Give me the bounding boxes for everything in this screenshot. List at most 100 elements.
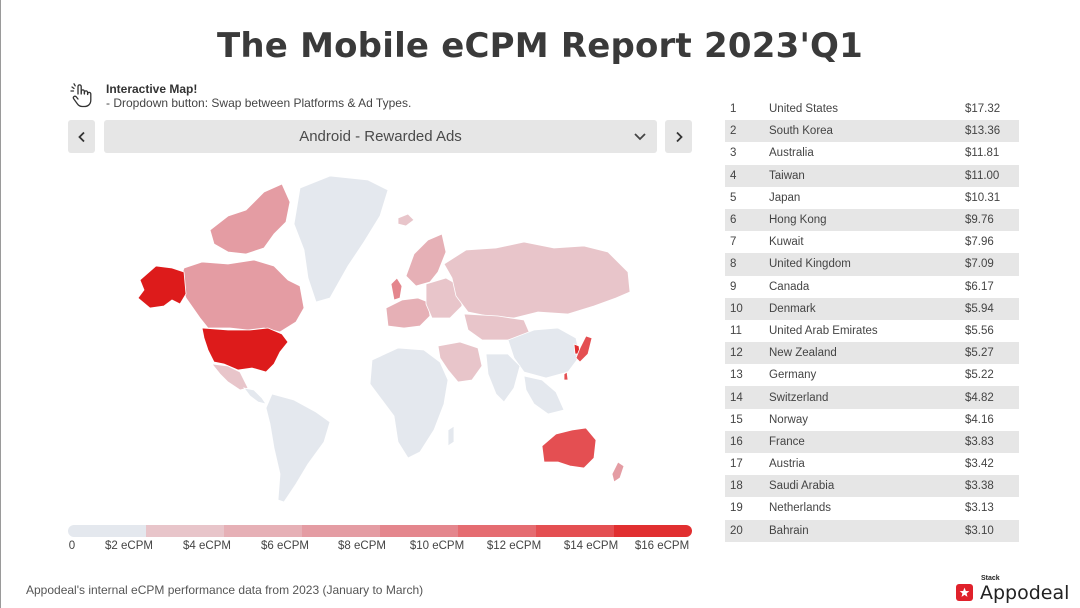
previous-button[interactable] bbox=[68, 120, 95, 153]
ecpm-cell: $11.81 bbox=[965, 147, 1000, 160]
star-icon bbox=[956, 584, 973, 601]
table-row: 16 France $3.83 bbox=[725, 430, 1019, 453]
map-canada[interactable] bbox=[179, 259, 305, 333]
map-canada-arctic[interactable] bbox=[209, 183, 291, 255]
rank-cell: 16 bbox=[730, 435, 743, 448]
table-row: 19 Netherlands $3.13 bbox=[725, 497, 1019, 519]
country-cell: France bbox=[769, 435, 805, 448]
country-cell: Taiwan bbox=[769, 169, 805, 182]
country-cell: Kuwait bbox=[769, 236, 804, 249]
map-scandinavia[interactable] bbox=[405, 233, 447, 287]
ecpm-cell: $10.31 bbox=[965, 191, 1001, 204]
legend-label: $6 eCPM bbox=[261, 540, 309, 552]
map-united-states[interactable] bbox=[201, 327, 289, 373]
map-africa[interactable] bbox=[369, 347, 449, 459]
rank-cell: 1 bbox=[730, 103, 737, 116]
chevron-right-icon bbox=[675, 131, 683, 142]
rank-cell: 12 bbox=[730, 347, 743, 360]
rank-cell: 2 bbox=[730, 125, 737, 138]
map-taiwan[interactable] bbox=[563, 371, 569, 381]
legend-swatch-1 bbox=[146, 525, 224, 537]
table-row: 10 Denmark $5.94 bbox=[725, 297, 1019, 320]
next-button[interactable] bbox=[665, 120, 692, 153]
ecpm-cell: $3.13 bbox=[965, 502, 994, 515]
ecpm-cell: $5.22 bbox=[965, 369, 994, 382]
country-cell: United States bbox=[769, 103, 839, 116]
legend-label: $14 eCPM bbox=[563, 540, 619, 552]
map-western-europe[interactable] bbox=[385, 297, 431, 329]
rank-cell: 6 bbox=[730, 214, 737, 227]
rank-cell: 19 bbox=[730, 502, 743, 515]
table-row: 17 Austria $3.42 bbox=[725, 453, 1019, 475]
country-cell: Denmark bbox=[769, 302, 816, 315]
legend-swatch-3 bbox=[302, 525, 380, 537]
map-southeast-asia[interactable] bbox=[523, 375, 565, 415]
country-cell: Switzerland bbox=[769, 391, 829, 404]
brand-name: Appodeal bbox=[980, 582, 1070, 604]
country-cell: Bahrain bbox=[769, 524, 809, 537]
brand-logo: Stack Appodeal bbox=[956, 575, 1070, 605]
country-cell: United Kingdom bbox=[769, 258, 851, 271]
map-eastern-europe[interactable] bbox=[425, 277, 463, 319]
legend-label: $2 eCPM bbox=[105, 540, 153, 552]
legend-swatch-4 bbox=[380, 525, 458, 537]
rank-cell: 13 bbox=[730, 369, 743, 382]
ecpm-cell: $7.96 bbox=[965, 236, 994, 249]
map-middle-east[interactable] bbox=[437, 341, 483, 383]
rank-cell: 3 bbox=[730, 147, 737, 160]
country-cell: South Korea bbox=[769, 125, 833, 138]
table-row: 11 United Arab Emirates $5.56 bbox=[725, 320, 1019, 342]
map-south-america[interactable] bbox=[265, 393, 331, 503]
brand-tagline: Stack bbox=[981, 575, 1000, 582]
map-japan[interactable] bbox=[575, 335, 593, 363]
map-mexico[interactable] bbox=[211, 363, 249, 391]
hint-title: Interactive Map! bbox=[106, 82, 198, 96]
legend-label: 0 bbox=[68, 540, 76, 552]
map-russia[interactable] bbox=[443, 241, 631, 319]
legend-label: $4 eCPM bbox=[183, 540, 231, 552]
country-cell: Japan bbox=[769, 191, 801, 204]
rank-cell: 5 bbox=[730, 191, 737, 204]
legend-swatch-0 bbox=[68, 525, 146, 537]
map-alaska[interactable] bbox=[137, 265, 187, 309]
legend-label: $10 eCPM bbox=[409, 540, 465, 552]
ecpm-cell: $3.38 bbox=[965, 480, 994, 493]
table-row: 5 Japan $10.31 bbox=[725, 187, 1019, 209]
map-australia[interactable] bbox=[541, 427, 597, 469]
country-cell: Australia bbox=[769, 147, 814, 160]
map-new-zealand[interactable] bbox=[611, 461, 625, 483]
ecpm-cell: $7.09 bbox=[965, 258, 994, 271]
rank-cell: 17 bbox=[730, 458, 743, 471]
map-central-america[interactable] bbox=[243, 387, 267, 405]
map-iceland[interactable] bbox=[397, 213, 415, 227]
ecpm-cell: $4.16 bbox=[965, 413, 994, 426]
table-row: 18 Saudi Arabia $3.38 bbox=[725, 475, 1019, 498]
left-border bbox=[0, 0, 1, 608]
table-row: 8 United Kingdom $7.09 bbox=[725, 253, 1019, 276]
table-row: 7 Kuwait $7.96 bbox=[725, 231, 1019, 253]
country-cell: Hong Kong bbox=[769, 214, 827, 227]
legend-label: $8 eCPM bbox=[338, 540, 386, 552]
ecpm-cell: $5.27 bbox=[965, 347, 994, 360]
legend-labels: 0 $2 eCPM $4 eCPM $6 eCPM $8 eCPM $10 eC… bbox=[0, 540, 1080, 556]
legend-swatch-2 bbox=[224, 525, 302, 537]
map-south-asia[interactable] bbox=[485, 353, 521, 403]
rank-cell: 4 bbox=[730, 169, 737, 182]
country-cell: United Arab Emirates bbox=[769, 324, 878, 337]
ecpm-cell: $17.32 bbox=[965, 103, 1001, 116]
map-united-kingdom[interactable] bbox=[390, 277, 403, 301]
map-greenland[interactable] bbox=[293, 175, 389, 303]
country-cell: Saudi Arabia bbox=[769, 480, 835, 493]
table-row: 3 Australia $11.81 bbox=[725, 142, 1019, 164]
world-choropleth-map[interactable] bbox=[68, 168, 692, 518]
table-row: 2 South Korea $13.36 bbox=[725, 120, 1019, 143]
rank-cell: 18 bbox=[730, 480, 743, 493]
ecpm-ranking-table: 1 United States $17.32 2 South Korea $13.36 … bbox=[725, 98, 1019, 542]
page-title: The Mobile eCPM Report 2023'Q1 bbox=[216, 26, 864, 66]
rank-cell: 11 bbox=[730, 324, 742, 337]
table-row: 14 Switzerland $4.82 bbox=[725, 386, 1019, 409]
platform-ad-type-dropdown[interactable]: Android - Rewarded Ads bbox=[104, 120, 657, 153]
map-madagascar[interactable] bbox=[447, 425, 455, 447]
country-cell: Germany bbox=[769, 369, 817, 382]
table-row: 15 Norway $4.16 bbox=[725, 409, 1019, 431]
